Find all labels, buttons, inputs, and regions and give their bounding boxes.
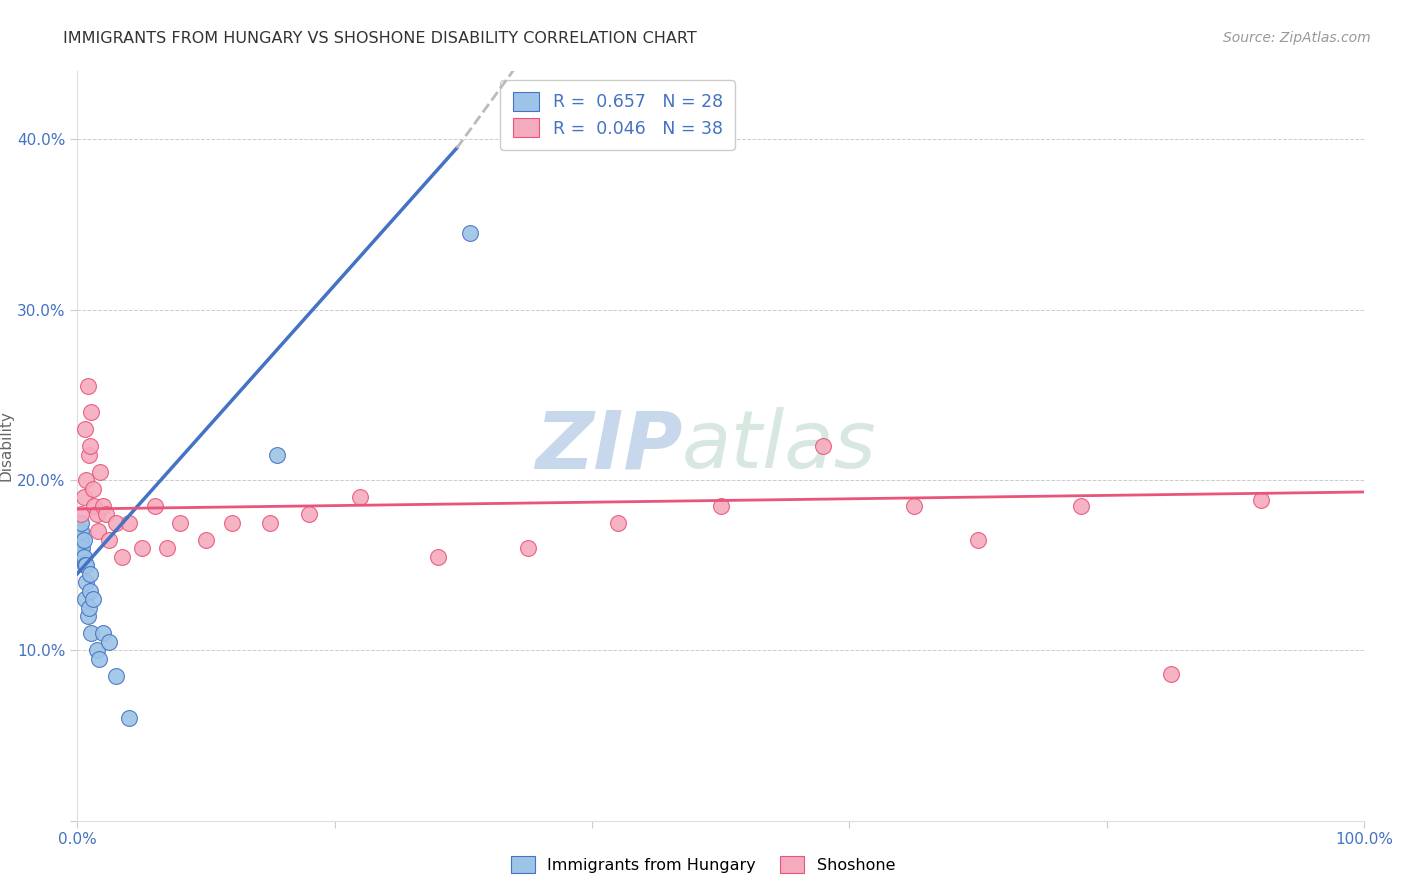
Y-axis label: Disability: Disability xyxy=(0,410,14,482)
Point xyxy=(458,226,481,240)
Point xyxy=(75,558,97,573)
Point xyxy=(298,507,321,521)
Point xyxy=(79,566,101,581)
Point xyxy=(143,499,166,513)
Point xyxy=(73,549,96,564)
Point xyxy=(516,541,538,556)
Point xyxy=(72,549,94,564)
Point xyxy=(73,422,96,436)
Point xyxy=(259,516,281,530)
Point xyxy=(80,405,103,419)
Text: atlas: atlas xyxy=(682,407,877,485)
Point xyxy=(79,439,101,453)
Point xyxy=(80,626,103,640)
Point xyxy=(73,558,96,573)
Point xyxy=(76,609,98,624)
Point xyxy=(813,439,835,453)
Point xyxy=(67,549,90,564)
Point xyxy=(76,379,98,393)
Point xyxy=(87,524,110,538)
Text: Source: ZipAtlas.com: Source: ZipAtlas.com xyxy=(1223,31,1371,45)
Point xyxy=(94,507,117,521)
Point xyxy=(91,626,114,640)
Point xyxy=(606,516,628,530)
Point xyxy=(82,592,104,607)
Point xyxy=(118,516,141,530)
Point xyxy=(349,490,371,504)
Point xyxy=(98,635,121,649)
Point xyxy=(70,507,93,521)
Point xyxy=(70,516,93,530)
Legend: R =  0.657   N = 28, R =  0.046   N = 38: R = 0.657 N = 28, R = 0.046 N = 38 xyxy=(501,80,735,150)
Point xyxy=(70,533,93,547)
Point xyxy=(903,499,925,513)
Point xyxy=(86,507,108,521)
Point xyxy=(89,652,111,666)
Point xyxy=(426,549,449,564)
Point xyxy=(169,516,191,530)
Point xyxy=(69,533,91,547)
Legend: Immigrants from Hungary, Shoshone: Immigrants from Hungary, Shoshone xyxy=(505,849,901,880)
Point xyxy=(89,465,111,479)
Point xyxy=(710,499,733,513)
Point xyxy=(118,711,141,725)
Point xyxy=(70,524,93,538)
Point xyxy=(75,575,97,590)
Point xyxy=(1070,499,1092,513)
Text: IMMIGRANTS FROM HUNGARY VS SHOSHONE DISABILITY CORRELATION CHART: IMMIGRANTS FROM HUNGARY VS SHOSHONE DISA… xyxy=(63,31,697,46)
Point xyxy=(77,600,100,615)
Point xyxy=(69,541,91,556)
Point xyxy=(194,533,217,547)
Point xyxy=(82,482,104,496)
Point xyxy=(83,499,105,513)
Point xyxy=(104,516,127,530)
Point xyxy=(266,448,288,462)
Point xyxy=(72,541,94,556)
Text: ZIP: ZIP xyxy=(534,407,682,485)
Point xyxy=(131,541,153,556)
Point xyxy=(1250,493,1272,508)
Point xyxy=(86,643,108,657)
Point xyxy=(91,499,114,513)
Point xyxy=(111,549,134,564)
Point xyxy=(156,541,179,556)
Point xyxy=(73,490,96,504)
Point xyxy=(75,473,97,487)
Point xyxy=(73,533,96,547)
Point xyxy=(1160,667,1182,681)
Point xyxy=(73,592,96,607)
Point xyxy=(77,448,100,462)
Point xyxy=(221,516,243,530)
Point xyxy=(79,583,101,598)
Point xyxy=(98,533,121,547)
Point xyxy=(104,669,127,683)
Point xyxy=(967,533,990,547)
